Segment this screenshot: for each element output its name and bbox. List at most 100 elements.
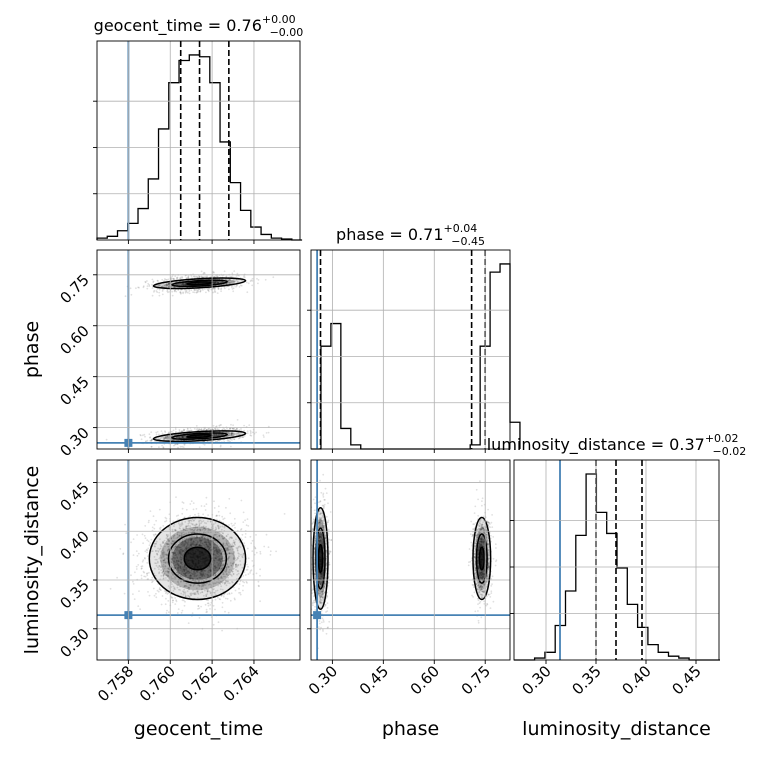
sample-point — [185, 537, 188, 540]
sample-point — [202, 580, 205, 582]
sample-point — [195, 535, 198, 538]
sample-point — [320, 575, 323, 578]
sample-point — [218, 582, 221, 584]
sample-point — [194, 275, 197, 278]
sample-point — [195, 543, 198, 546]
sample-point — [158, 548, 161, 551]
sample-point — [220, 434, 222, 436]
sample-point — [182, 428, 185, 431]
sample-point — [209, 569, 212, 571]
sample-point — [166, 543, 168, 545]
sample-point — [183, 533, 186, 536]
sample-point — [197, 289, 199, 292]
sample-point — [186, 430, 188, 432]
sample-point — [142, 285, 145, 288]
sample-point — [214, 608, 216, 611]
sample-point — [220, 585, 223, 588]
panel-title-phase: phase = 0.71+0.04 −0.45 — [336, 222, 485, 248]
sample-point — [198, 446, 201, 449]
sample-point — [166, 593, 169, 595]
sample-point — [237, 552, 240, 554]
sample-point — [212, 281, 215, 284]
sample-point — [187, 576, 190, 579]
sample-point — [229, 536, 232, 539]
sample-point — [143, 571, 146, 574]
histogram-geocent_time — [93, 41, 303, 244]
sample-point — [184, 547, 187, 549]
sample-point — [148, 519, 150, 522]
sample-point — [182, 292, 185, 295]
sample-point — [162, 286, 165, 288]
sample-point — [225, 568, 228, 571]
sample-point — [312, 498, 315, 501]
sample-point — [244, 574, 247, 576]
sample-point — [198, 571, 201, 574]
sample-point — [255, 572, 258, 575]
sample-point — [219, 281, 222, 283]
sample-point — [195, 593, 197, 595]
sample-point — [237, 570, 240, 572]
sample-point — [209, 583, 211, 586]
sample-point — [219, 558, 222, 561]
sample-point — [172, 551, 175, 554]
sample-point — [183, 284, 186, 286]
sample-point — [191, 537, 194, 539]
sample-point — [227, 281, 230, 284]
sample-point — [137, 552, 140, 555]
sample-point — [251, 560, 254, 562]
sample-point — [174, 548, 176, 550]
histogram-luminosity_distance-steps — [514, 473, 720, 661]
sample-point — [193, 570, 195, 573]
sample-point — [205, 541, 207, 544]
sample-point — [160, 550, 162, 553]
sample-point — [172, 434, 174, 437]
sample-point — [214, 434, 217, 437]
sample-point — [318, 542, 321, 545]
sample-point — [200, 526, 203, 528]
sample-point — [180, 430, 183, 433]
sample-point — [158, 284, 160, 287]
sample-point — [171, 548, 174, 551]
sample-point — [231, 581, 234, 584]
sample-point — [181, 549, 184, 552]
sample-point — [229, 562, 232, 564]
sample-point — [206, 576, 209, 579]
sample-point — [167, 283, 170, 286]
sample-point — [135, 287, 137, 290]
sample-point — [207, 573, 209, 576]
sample-point — [218, 434, 221, 436]
sample-point — [249, 572, 252, 574]
sample-point — [183, 569, 185, 572]
sample-point — [170, 595, 173, 598]
sample-point — [159, 283, 161, 286]
sample-point — [222, 537, 225, 540]
sample-point — [194, 545, 197, 547]
sample-point — [263, 436, 265, 438]
sample-point — [314, 539, 317, 541]
sample-point — [226, 539, 229, 542]
sample-point — [161, 290, 164, 292]
sample-point — [190, 543, 193, 546]
sample-point — [220, 549, 223, 551]
sample-point — [197, 605, 200, 607]
sample-point — [184, 591, 187, 594]
sample-point — [258, 585, 260, 588]
sample-point — [322, 546, 325, 549]
sample-point — [172, 553, 175, 556]
sample-point — [220, 562, 223, 565]
sample-point — [318, 518, 321, 521]
sample-point — [158, 572, 160, 575]
sample-point — [191, 612, 194, 614]
sample-point — [183, 588, 186, 591]
sample-point — [190, 569, 193, 572]
sample-point — [214, 522, 217, 524]
sample-point — [242, 589, 244, 592]
sample-point — [196, 597, 199, 599]
sample-point — [109, 587, 112, 590]
sample-point — [160, 283, 162, 286]
sample-point — [245, 524, 248, 527]
sample-point — [216, 589, 219, 592]
sample-point — [178, 564, 180, 567]
sample-point — [229, 546, 232, 548]
sample-point — [165, 282, 168, 285]
